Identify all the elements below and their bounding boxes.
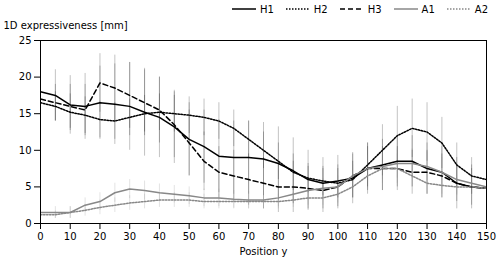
svg-text:130: 130 (417, 231, 436, 242)
svg-text:60: 60 (213, 231, 226, 242)
svg-text:0: 0 (25, 218, 31, 229)
svg-text:70: 70 (242, 231, 255, 242)
html-text:H1: H1 (259, 3, 274, 15)
svg-text:0: 0 (37, 231, 43, 242)
svg-text:50: 50 (183, 231, 196, 242)
svg-text:Position y: Position y (239, 246, 287, 257)
svg-text:90: 90 (302, 231, 315, 242)
html-text:A1: A1 (421, 3, 435, 15)
svg-text:140: 140 (447, 231, 466, 242)
svg-text:80: 80 (272, 231, 285, 242)
svg-text:110: 110 (358, 231, 377, 242)
svg-text:20: 20 (94, 231, 107, 242)
svg-text:10: 10 (64, 231, 77, 242)
html-text:H3: H3 (367, 3, 382, 15)
svg-text:1D expressiveness [mm]: 1D expressiveness [mm] (4, 20, 128, 31)
svg-text:5: 5 (25, 181, 31, 192)
svg-text:15: 15 (19, 108, 32, 119)
html-text:H2: H2 (313, 3, 328, 15)
svg-text:10: 10 (19, 145, 32, 156)
svg-text:120: 120 (388, 231, 407, 242)
svg-text:30: 30 (123, 231, 136, 242)
html-text:A2: A2 (474, 3, 488, 15)
svg-text:25: 25 (19, 35, 32, 46)
svg-text:150: 150 (477, 231, 496, 242)
svg-text:100: 100 (328, 231, 347, 242)
svg-text:20: 20 (19, 71, 32, 82)
svg-text:40: 40 (153, 231, 166, 242)
